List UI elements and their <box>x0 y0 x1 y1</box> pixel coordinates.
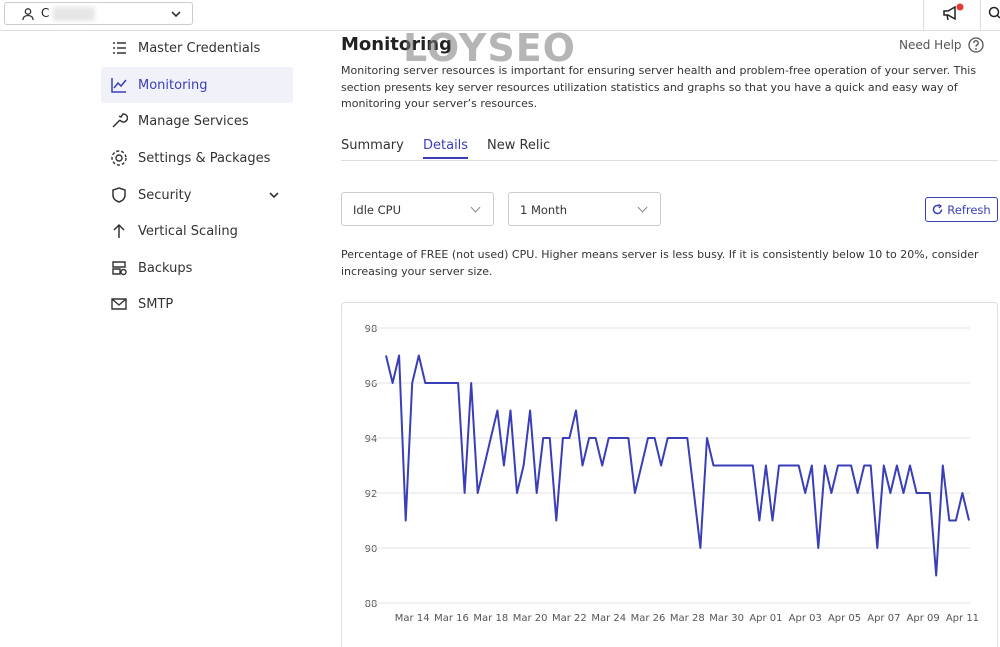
watermark: LOYSEO <box>403 26 576 70</box>
search-icon[interactable] <box>988 6 1000 22</box>
sidebar-item[interactable]: SMTP <box>110 294 173 314</box>
chart-description: Percentage of FREE (not used) CPU. Highe… <box>341 248 979 278</box>
sidebar-label: SMTP <box>138 296 174 312</box>
description: Monitoring server resources is important… <box>341 64 977 110</box>
sidebar-item[interactable]: Monitoring <box>110 75 208 95</box>
x-tick-label: Mar 14 <box>395 613 430 624</box>
x-tick-label: Mar 16 <box>434 613 469 624</box>
line <box>385 354 970 577</box>
sidebar-label: Manage Services <box>138 113 249 129</box>
sidebar-item[interactable]: Vertical Scaling <box>110 221 238 241</box>
x-tick-label: Apr 01 <box>749 613 782 624</box>
sidebar-label: Monitoring <box>138 77 208 93</box>
tab[interactable]: Summary <box>341 138 404 153</box>
sidebar-item[interactable]: Settings & Packages <box>110 148 270 168</box>
y-tick-label: 92 <box>365 489 378 500</box>
sidebar-label: Master Credentials <box>138 40 261 56</box>
x-tick-label: Mar 28 <box>670 613 705 624</box>
x-tick-label: Mar 20 <box>513 613 548 624</box>
topbar <box>0 0 1000 31</box>
refresh-button[interactable]: Refresh <box>925 197 998 222</box>
x-tick-label: Apr 11 <box>946 613 979 624</box>
sidebar-item[interactable]: Security <box>110 185 191 205</box>
x-tick-label: Mar 18 <box>473 613 508 624</box>
sidebar-label: Settings & Packages <box>138 150 271 166</box>
active-item-bg <box>101 67 293 103</box>
tab[interactable]: New Relic <box>487 138 551 153</box>
x-tick-label: Apr 03 <box>789 613 822 624</box>
sidebar-label: Backups <box>138 260 193 276</box>
x-tick-label: Mar 22 <box>552 613 587 624</box>
sidebar-label: Security <box>138 187 192 203</box>
x-tick-label: Apr 05 <box>828 613 861 624</box>
announcements-icon[interactable] <box>941 3 965 25</box>
chart: 88 90 92 94 96 98 Mar 14 Mar 16 Mar 18 Mar 20 Mar … <box>341 302 998 647</box>
sidebar-label: Vertical Scaling <box>138 223 238 239</box>
y-tick-label: 88 <box>365 599 378 610</box>
x-tick-label: Mar 30 <box>709 613 744 624</box>
sidebar-item[interactable]: Master Credentials <box>110 38 260 58</box>
chart-card <box>341 302 998 647</box>
y-tick-label: 90 <box>365 544 378 555</box>
metric-select[interactable]: Idle CPU <box>341 192 494 226</box>
y-tick-label: 96 <box>365 379 378 390</box>
page-title: Monitoring <box>341 34 452 55</box>
x-tick-label: Mar 24 <box>591 613 626 624</box>
y-tick-label: 94 <box>365 434 378 445</box>
y-tick-label: 98 <box>365 324 378 335</box>
sidebar-item[interactable]: Manage Services <box>110 111 249 131</box>
x-tick-label: Apr 09 <box>907 613 940 624</box>
sidebar-item[interactable]: Backups <box>110 258 192 278</box>
tab[interactable]: Details <box>423 138 469 159</box>
need-help[interactable]: Need Help <box>899 37 984 53</box>
x-tick-label: Mar 26 <box>631 613 666 624</box>
account-select[interactable]: C <box>4 2 193 25</box>
x-tick-label: Apr 07 <box>867 613 900 624</box>
account-name: C <box>41 6 50 20</box>
period-select[interactable]: 1 Month <box>508 192 661 226</box>
